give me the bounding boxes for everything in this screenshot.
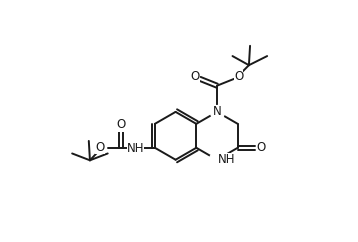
Text: O: O <box>191 70 200 83</box>
Text: O: O <box>256 141 265 154</box>
Text: NH: NH <box>218 153 236 166</box>
Text: O: O <box>96 141 105 154</box>
Text: O: O <box>116 119 125 131</box>
Text: O: O <box>234 70 243 83</box>
Text: NH: NH <box>127 142 144 155</box>
Text: N: N <box>213 105 221 118</box>
